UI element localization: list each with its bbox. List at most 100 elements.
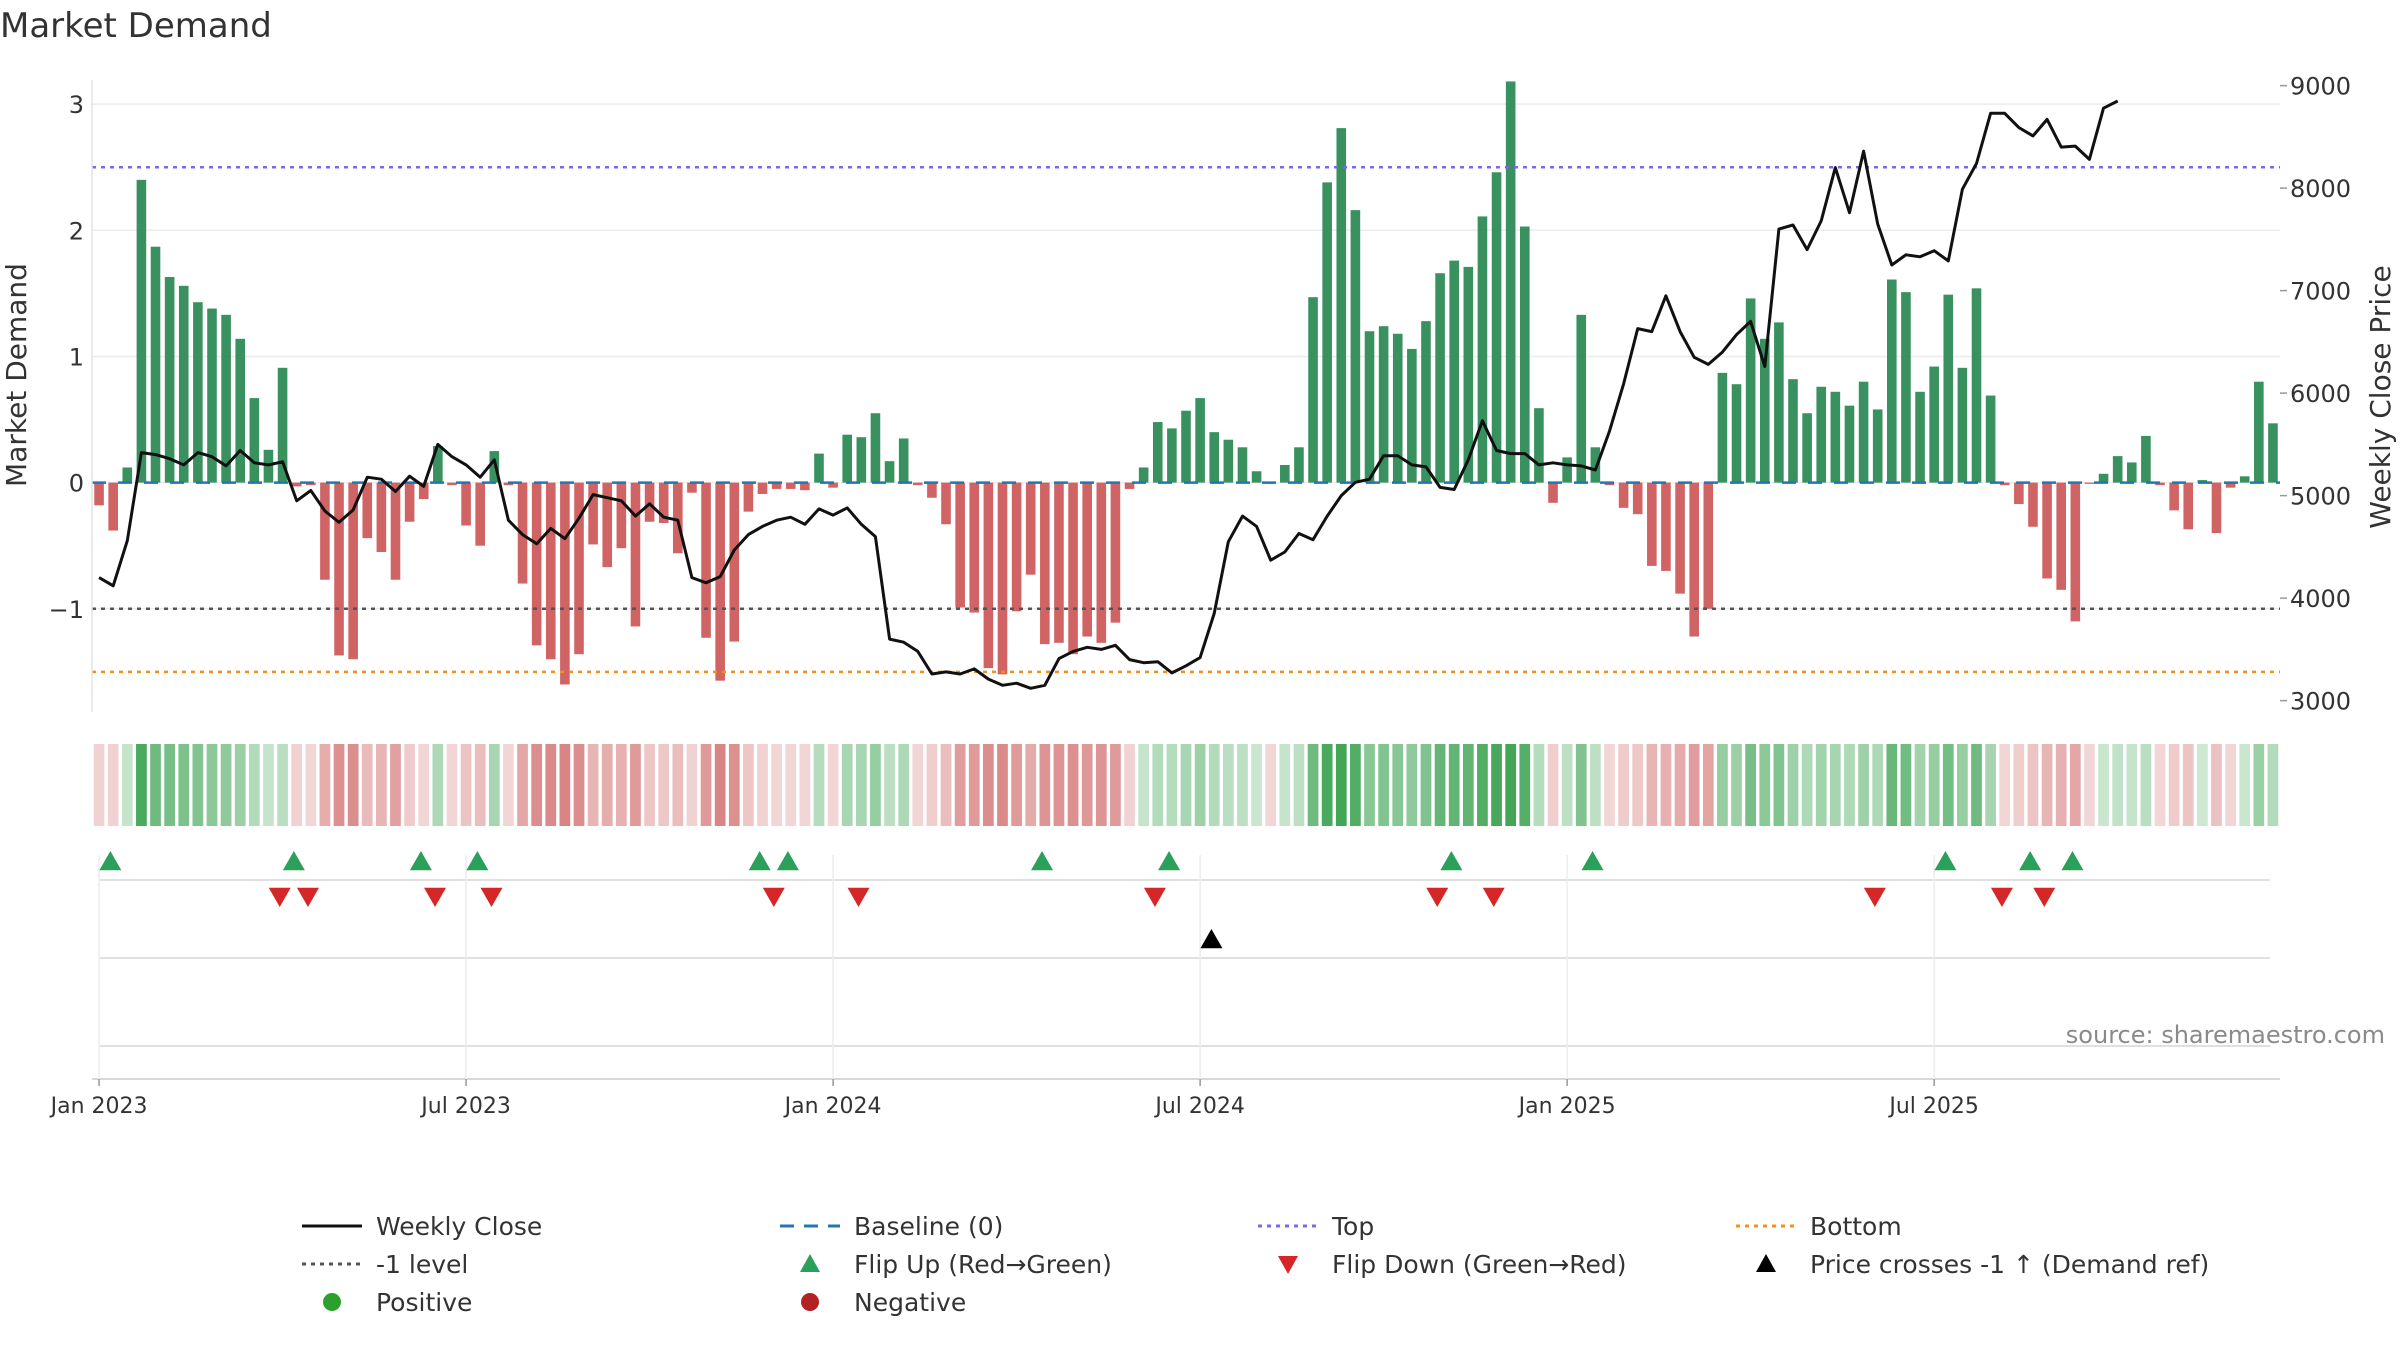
demand-strip-cell (291, 744, 303, 826)
flip-up-marker (466, 851, 489, 871)
demand-bar-positive (1463, 266, 1474, 483)
demand-strip-cell (1335, 744, 1347, 826)
demand-strip-cell (884, 744, 895, 826)
demand-strip-cell (771, 744, 782, 826)
demand-bar-positive (1943, 294, 1954, 483)
demand-strip-cell (1519, 744, 1531, 826)
demand-strip-cell (1095, 744, 1107, 826)
demand-bar-negative (2211, 482, 2222, 534)
demand-strip-cell (1702, 744, 1714, 826)
flip-down-marker (762, 887, 785, 907)
demand-strip-cell (107, 744, 119, 826)
demand-bar-negative (644, 482, 655, 522)
demand-strip-cell (1942, 744, 1954, 826)
demand-bar-negative (108, 482, 118, 531)
demand-bar-negative (362, 482, 373, 539)
demand-strip-cell (1138, 744, 1150, 826)
demand-bar-positive (814, 453, 824, 483)
demand-strip-cell (1872, 744, 1884, 826)
demand-bar-negative (2155, 482, 2165, 486)
demand-bar-positive (1421, 321, 1431, 483)
demand-strip-cell (1575, 744, 1587, 826)
demand-bar-negative (1110, 482, 1121, 623)
flip-up-marker (282, 851, 305, 871)
demand-bar-negative (687, 482, 697, 493)
weekly-close-line (98, 99, 2119, 690)
demand-bar-positive (1985, 395, 1996, 483)
demand-bar-positive (1435, 273, 1445, 483)
demand-strip-cell (488, 744, 500, 826)
demand-strip-cell (220, 744, 232, 826)
demand-strip-cell (121, 744, 133, 826)
flip-down-marker (424, 887, 447, 907)
demand-bar-negative (715, 482, 725, 681)
demand-bar-negative (658, 482, 669, 523)
demand-bar-positive (164, 276, 175, 483)
legend-symbol-icon (323, 1293, 341, 1311)
demand-bar-negative (291, 482, 302, 487)
demand-strip-cell (1406, 744, 1418, 826)
demand-bar-positive (1872, 409, 1883, 483)
demand-strip-cell (347, 744, 359, 826)
demand-strip-cell (1194, 744, 1206, 826)
demand-bar-positive (2268, 423, 2278, 483)
x-tick-label: Jan 2025 (1517, 1094, 1616, 1119)
flip-up-marker (1440, 851, 1463, 871)
legend-symbol-icon (780, 1224, 840, 1228)
demand-strip-cell (1477, 744, 1488, 826)
demand-bar-negative (1548, 482, 1558, 503)
flip-down-marker (1990, 887, 2013, 907)
demand-strip-cell (1152, 744, 1164, 826)
demand-strip-cell (1801, 744, 1813, 826)
flip-up-marker (409, 851, 432, 871)
demand-bar-negative (1618, 482, 1629, 508)
demand-bar-positive (1308, 297, 1318, 483)
demand-bar-negative (418, 482, 429, 500)
demand-bar-negative (616, 482, 627, 549)
demand-strip-cell (361, 744, 373, 826)
demand-bar-positive (1519, 226, 1530, 483)
demand-strip-cell (1420, 744, 1432, 826)
demand-bar-negative (771, 482, 782, 489)
demand-bar-positive (1280, 464, 1290, 483)
legend-symbol-icon (302, 1224, 362, 1228)
demand-bar-negative (2056, 482, 2066, 590)
demand-bar-negative (983, 482, 994, 669)
demand-bar-positive (1167, 428, 1177, 483)
demand-strip-cell (263, 744, 274, 826)
demand-bar-positive (898, 438, 909, 483)
demand-bar-positive (2239, 476, 2250, 483)
demand-bar-positive (433, 446, 443, 483)
legend-label: Price crosses -1 ↑ (Demand ref) (1810, 1249, 2210, 1279)
legend-label: Top (1332, 1211, 1375, 1241)
demand-strip-cell (1533, 744, 1545, 826)
demand-bar-positive (842, 434, 853, 483)
demand-bar-positive (1717, 372, 1728, 483)
demand-strip-cell (1957, 744, 1968, 826)
legend-label: Negative (854, 1287, 967, 1317)
demand-strip-cell (2154, 744, 2166, 826)
demand-bar-negative (334, 482, 344, 656)
demand-strip-cell (1618, 744, 1629, 826)
demand-strip-cell (997, 744, 1008, 826)
demand-strip-cell (799, 744, 811, 826)
demand-strip-cell (446, 744, 458, 826)
demand-strip-cell (686, 744, 698, 826)
demand-strip-cell (1604, 744, 1615, 826)
legend-item: -1 level (300, 1246, 468, 1282)
demand-strip-cell (1110, 744, 1121, 826)
demand-bar-positive (870, 413, 881, 483)
demand-bar-negative (1647, 482, 1657, 566)
demand-bar-positive (136, 179, 147, 483)
demand-strip-cell (1971, 744, 1982, 826)
demand-bar-negative (673, 482, 683, 554)
legend-item: Weekly Close (300, 1208, 542, 1244)
demand-bar-positive (1901, 292, 1911, 483)
demand-strip-cell (460, 744, 472, 826)
demand-bar-positive (193, 302, 203, 483)
demand-bar-positive (1477, 216, 1488, 483)
demand-bar-positive (1209, 432, 1220, 483)
demand-strip-cell (390, 744, 401, 826)
demand-bar-positive (207, 308, 217, 483)
flip-down-marker (1143, 887, 1166, 907)
